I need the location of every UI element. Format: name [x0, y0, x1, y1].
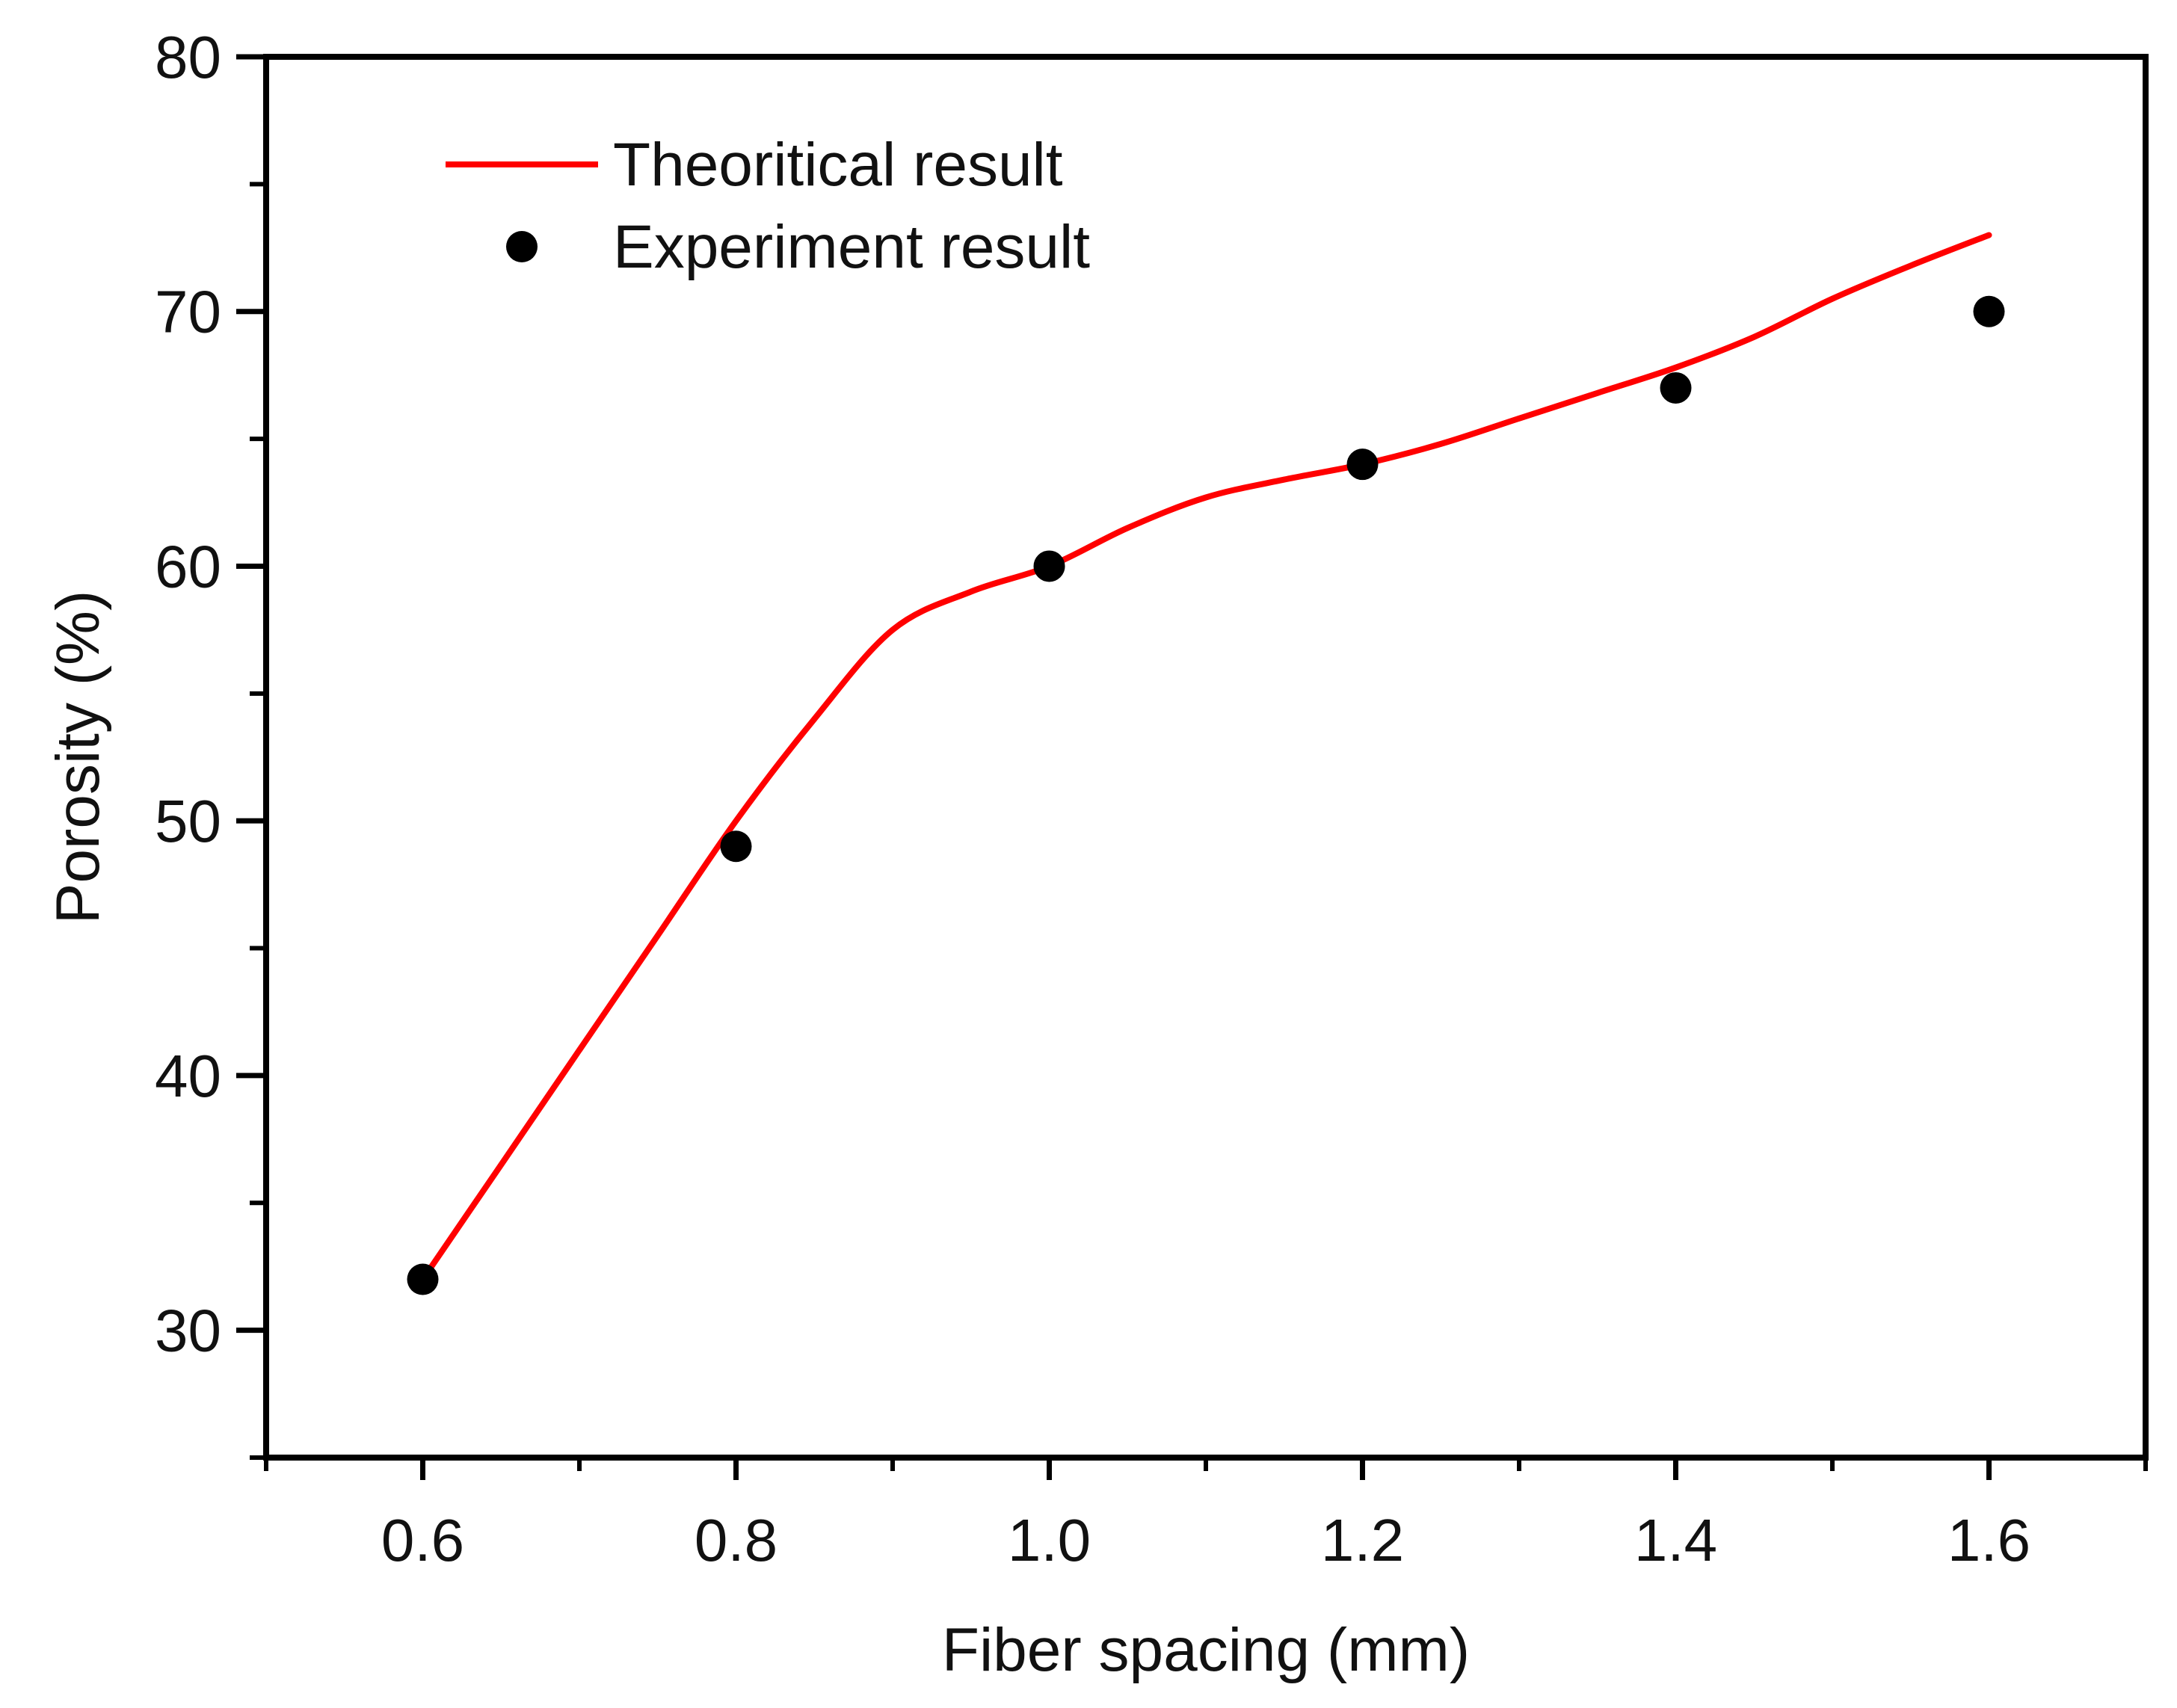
x-tick-label: 0.8 — [695, 1507, 778, 1573]
experiment-point — [1660, 371, 1692, 404]
experiment-point — [407, 1263, 439, 1295]
y-axis-title: Porosity (%) — [44, 591, 112, 925]
legend: Theoritical result Experiment result — [446, 131, 1090, 281]
experiment-point — [1346, 448, 1379, 481]
experiment-point — [1033, 550, 1065, 582]
y-axis-ticks: 30 40 50 60 70 80 — [155, 24, 266, 1460]
legend-label-experiment: Experiment result — [613, 213, 1090, 281]
y-tick-label: 80 — [155, 24, 221, 90]
experiment-point — [720, 830, 752, 863]
y-tick-label: 30 — [155, 1298, 221, 1364]
x-tick-label: 1.2 — [1321, 1507, 1404, 1573]
plot-frame — [263, 54, 2149, 1461]
legend-label-theoretical: Theoritical result — [613, 131, 1063, 199]
series-layer — [407, 232, 2005, 1295]
theoretical-result-line — [419, 232, 1992, 1283]
x-axis-ticks: 0.6 0.8 1.0 1.2 1.4 1.6 — [264, 1458, 2148, 1573]
x-tick-label: 0.6 — [381, 1507, 464, 1573]
x-tick-label: 1.6 — [1947, 1507, 2030, 1573]
y-tick-label: 50 — [155, 788, 221, 854]
experiment-point — [1973, 295, 2005, 327]
y-tick-label: 60 — [155, 533, 221, 599]
x-tick-label: 1.4 — [1634, 1507, 1717, 1573]
legend-dot-swatch — [506, 231, 538, 262]
x-axis-title: Fiber spacing (mm) — [942, 1616, 1470, 1684]
y-tick-label: 40 — [155, 1043, 221, 1109]
y-tick-label: 70 — [155, 279, 221, 345]
x-tick-label: 1.0 — [1008, 1507, 1091, 1573]
